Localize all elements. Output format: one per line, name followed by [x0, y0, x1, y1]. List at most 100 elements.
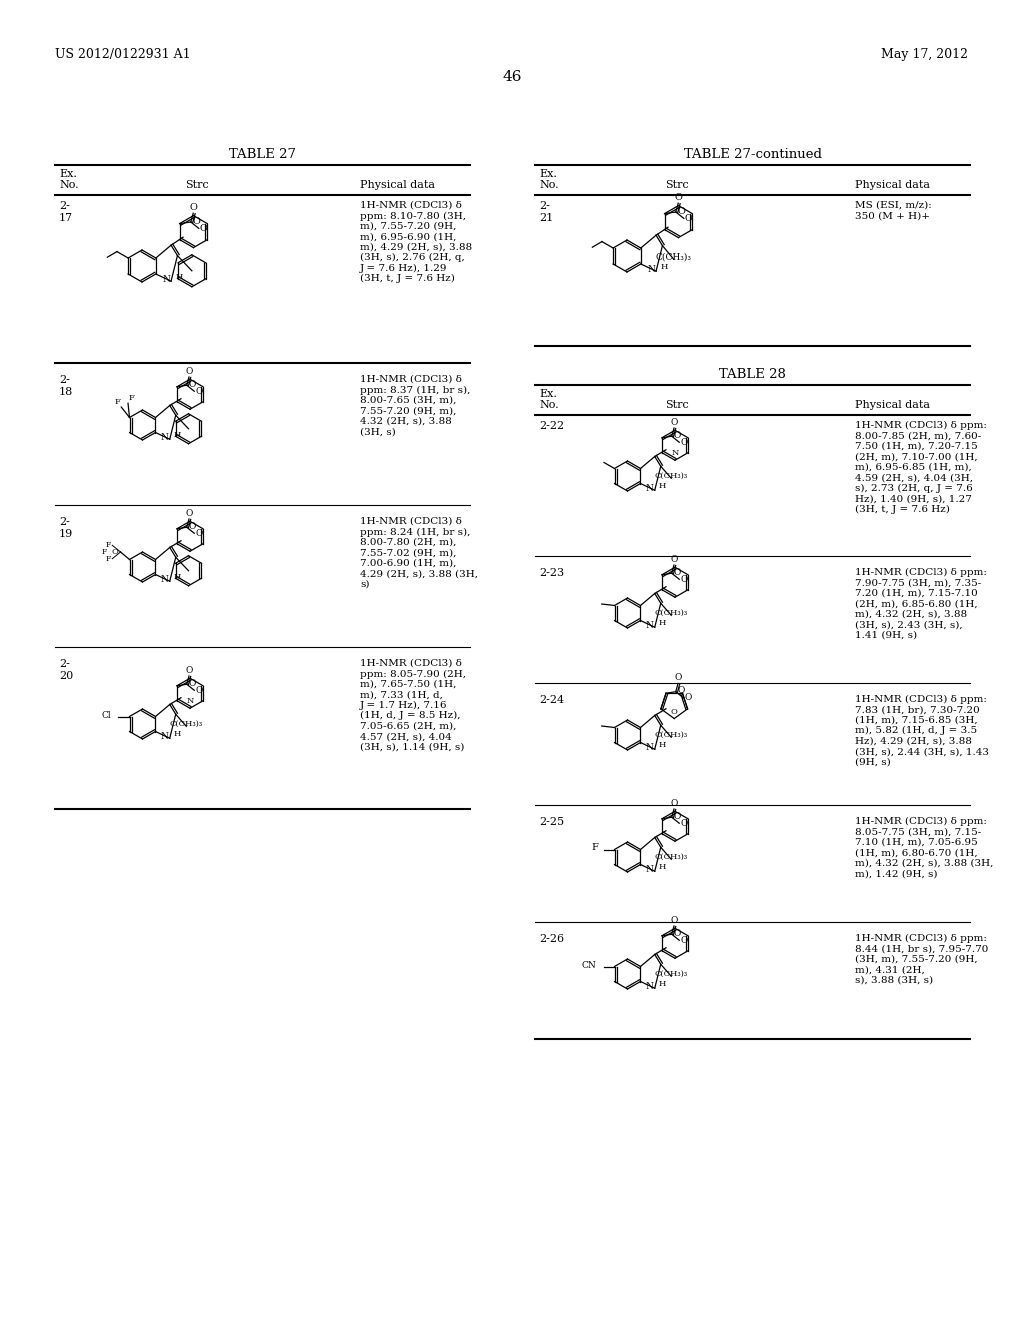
Text: O: O: [680, 936, 688, 945]
Text: F: F: [106, 554, 112, 562]
Text: 1H-NMR (CDCl3) δ ppm:
8.00-7.85 (2H, m), 7.60-
7.50 (1H, m), 7.20-7.15
(2H, m), : 1H-NMR (CDCl3) δ ppm: 8.00-7.85 (2H, m),…: [855, 421, 987, 513]
Text: O: O: [185, 367, 193, 376]
Text: F: F: [101, 548, 108, 556]
Text: TABLE 28: TABLE 28: [719, 368, 786, 381]
Text: Physical data: Physical data: [855, 400, 930, 411]
Text: N: N: [646, 865, 653, 874]
Text: O: O: [674, 568, 681, 577]
Text: F: F: [591, 843, 598, 853]
Text: N: N: [161, 433, 169, 442]
Text: C(CH₃)₃: C(CH₃)₃: [654, 853, 688, 861]
Text: O: O: [680, 818, 688, 828]
Text: H: H: [658, 482, 667, 490]
Text: May 17, 2012: May 17, 2012: [881, 48, 968, 61]
Text: 1H-NMR (CDCl3) δ
ppm: 8.24 (1H, br s),
8.00-7.80 (2H, m),
7.55-7.02 (9H, m),
7.0: 1H-NMR (CDCl3) δ ppm: 8.24 (1H, br s), 8…: [360, 517, 478, 589]
Text: N: N: [186, 697, 194, 705]
Text: O: O: [188, 678, 197, 688]
Text: O: O: [674, 430, 681, 440]
Text: No.: No.: [59, 180, 79, 190]
Text: C(CH₃)₃: C(CH₃)₃: [654, 970, 688, 978]
Text: O: O: [188, 521, 197, 531]
Text: O: O: [188, 380, 197, 389]
Text: 2-
17: 2- 17: [59, 201, 73, 223]
Text: O: O: [674, 929, 681, 937]
Text: O: O: [674, 193, 682, 202]
Text: Ex.: Ex.: [539, 169, 557, 180]
Text: H: H: [174, 730, 181, 738]
Text: No.: No.: [539, 400, 559, 411]
Text: O: O: [671, 418, 678, 426]
Text: O: O: [193, 216, 201, 226]
Text: O: O: [671, 554, 678, 564]
Text: H: H: [174, 573, 181, 581]
Text: F: F: [129, 395, 135, 403]
Text: O: O: [674, 812, 681, 821]
Text: 1H-NMR (CDCl3) δ ppm:
8.44 (1H, br s), 7.95-7.70
(3H, m), 7.55-7.20 (9H,
m), 4.3: 1H-NMR (CDCl3) δ ppm: 8.44 (1H, br s), 7…: [855, 935, 988, 985]
Text: O: O: [112, 548, 119, 556]
Text: 2-22: 2-22: [539, 421, 564, 432]
Text: Ex.: Ex.: [59, 169, 77, 180]
Text: F: F: [106, 541, 112, 549]
Text: C(CH₃)₃: C(CH₃)₃: [654, 610, 688, 618]
Text: No.: No.: [539, 180, 559, 190]
Text: H: H: [658, 863, 667, 871]
Text: 2-
19: 2- 19: [59, 517, 74, 539]
Text: Cl: Cl: [101, 710, 112, 719]
Text: N: N: [672, 449, 679, 457]
Text: O: O: [680, 574, 688, 583]
Text: O: O: [671, 708, 678, 715]
Text: Ex.: Ex.: [539, 389, 557, 399]
Text: 1H-NMR (CDCl3) δ ppm:
8.05-7.75 (3H, m), 7.15-
7.10 (1H, m), 7.05-6.95
(1H, m), : 1H-NMR (CDCl3) δ ppm: 8.05-7.75 (3H, m),…: [855, 817, 993, 878]
Text: N: N: [646, 743, 653, 752]
Text: O: O: [678, 206, 686, 215]
Text: N: N: [162, 275, 170, 284]
Text: O: O: [685, 214, 692, 223]
Text: H: H: [658, 742, 667, 750]
Text: C(CH₃)₃: C(CH₃)₃: [655, 252, 691, 261]
Text: O: O: [185, 510, 193, 517]
Text: TABLE 27-continued: TABLE 27-continued: [683, 148, 821, 161]
Text: Strc: Strc: [665, 400, 689, 411]
Text: O: O: [196, 529, 203, 537]
Text: H: H: [658, 619, 667, 627]
Text: N: N: [161, 731, 169, 741]
Text: O: O: [200, 224, 208, 232]
Text: H: H: [658, 981, 667, 989]
Text: CN: CN: [582, 961, 597, 969]
Text: Strc: Strc: [665, 180, 689, 190]
Text: O: O: [189, 203, 198, 213]
Text: O: O: [684, 693, 691, 702]
Text: O: O: [680, 438, 688, 446]
Text: Strc: Strc: [185, 180, 209, 190]
Text: O: O: [196, 686, 203, 694]
Text: Physical data: Physical data: [855, 180, 930, 190]
Text: 2-24: 2-24: [539, 696, 564, 705]
Text: N: N: [647, 265, 655, 273]
Text: O: O: [675, 673, 682, 682]
Text: O: O: [678, 686, 685, 696]
Text: O: O: [185, 667, 193, 675]
Text: H: H: [175, 273, 182, 281]
Text: H: H: [660, 263, 668, 271]
Text: MS (ESI, m/z):
350 (M + H)+: MS (ESI, m/z): 350 (M + H)+: [855, 201, 932, 220]
Text: US 2012/0122931 A1: US 2012/0122931 A1: [55, 48, 190, 61]
Text: 2-
21: 2- 21: [539, 201, 553, 223]
Text: 1H-NMR (CDCl3) δ
ppm: 8.37 (1H, br s),
8.00-7.65 (3H, m),
7.55-7.20 (9H, m),
4.3: 1H-NMR (CDCl3) δ ppm: 8.37 (1H, br s), 8…: [360, 375, 470, 436]
Text: O: O: [671, 799, 678, 808]
Text: O: O: [671, 916, 678, 925]
Text: C(CH₃)₃: C(CH₃)₃: [170, 721, 203, 729]
Text: Physical data: Physical data: [360, 180, 435, 190]
Text: 1H-NMR (CDCl3) δ ppm:
7.90-7.75 (3H, m), 7.35-
7.20 (1H, m), 7.15-7.10
(2H, m), : 1H-NMR (CDCl3) δ ppm: 7.90-7.75 (3H, m),…: [855, 568, 987, 639]
Text: 1H-NMR (CDCl3) δ
ppm: 8.05-7.90 (2H,
m), 7.65-7.50 (1H,
m), 7.33 (1H, d,
J = 1.7: 1H-NMR (CDCl3) δ ppm: 8.05-7.90 (2H, m),…: [360, 659, 466, 751]
Text: H: H: [174, 432, 181, 440]
Text: TABLE 27: TABLE 27: [229, 148, 296, 161]
Text: 46: 46: [502, 70, 522, 84]
Text: 2-23: 2-23: [539, 568, 564, 578]
Text: 2-26: 2-26: [539, 935, 564, 944]
Text: 2-25: 2-25: [539, 817, 564, 828]
Text: 2-
20: 2- 20: [59, 659, 74, 681]
Text: N: N: [646, 620, 653, 630]
Text: N: N: [161, 574, 169, 583]
Text: 1H-NMR (CDCl3) δ
ppm: 8.10-7.80 (3H,
m), 7.55-7.20 (9H,
m), 6.95-6.90 (1H,
m), 4: 1H-NMR (CDCl3) δ ppm: 8.10-7.80 (3H, m),…: [360, 201, 472, 284]
Text: 2-
18: 2- 18: [59, 375, 74, 396]
